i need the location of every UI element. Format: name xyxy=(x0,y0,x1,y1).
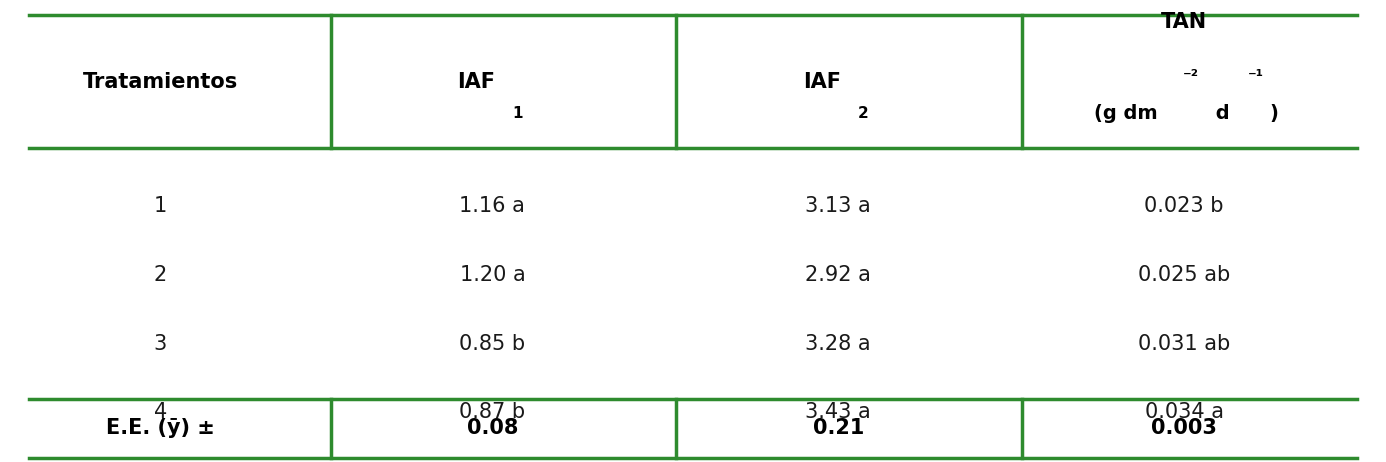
Text: 2.92 a: 2.92 a xyxy=(805,265,872,285)
Text: IAF: IAF xyxy=(457,72,495,92)
Text: 3.28 a: 3.28 a xyxy=(805,334,870,353)
Text: 4: 4 xyxy=(154,402,168,422)
Text: TAN: TAN xyxy=(1161,12,1207,32)
Text: 3.43 a: 3.43 a xyxy=(805,402,872,422)
Text: 0.85 b: 0.85 b xyxy=(459,334,525,353)
Text: 0.87 b: 0.87 b xyxy=(459,402,525,422)
Text: 0.031 ab: 0.031 ab xyxy=(1138,334,1231,353)
Text: d: d xyxy=(1209,104,1229,123)
Text: 0.023 b: 0.023 b xyxy=(1145,196,1224,216)
Text: Tratamientos: Tratamientos xyxy=(83,72,238,92)
Text: 1: 1 xyxy=(154,196,168,216)
Text: 0.003: 0.003 xyxy=(1152,419,1217,438)
Text: 1: 1 xyxy=(511,106,523,122)
Text: ⁻¹: ⁻¹ xyxy=(1247,68,1264,86)
Text: 0.21: 0.21 xyxy=(812,419,863,438)
Text: IAF: IAF xyxy=(802,72,841,92)
Text: 0.034 a: 0.034 a xyxy=(1145,402,1224,422)
Text: 1.16 a: 1.16 a xyxy=(460,196,525,216)
Text: ⁻²: ⁻² xyxy=(1182,68,1199,86)
Text: 3: 3 xyxy=(154,334,168,353)
Text: 0.025 ab: 0.025 ab xyxy=(1138,265,1231,285)
Text: ): ) xyxy=(1270,104,1279,123)
Text: 2: 2 xyxy=(154,265,168,285)
Text: 0.08: 0.08 xyxy=(467,419,518,438)
Text: 3.13 a: 3.13 a xyxy=(805,196,872,216)
Text: (g dm: (g dm xyxy=(1094,104,1157,123)
Text: E.E. (ȳ) ±: E.E. (ȳ) ± xyxy=(105,419,215,438)
Text: 2: 2 xyxy=(858,106,869,122)
Text: 1.20 a: 1.20 a xyxy=(460,265,525,285)
